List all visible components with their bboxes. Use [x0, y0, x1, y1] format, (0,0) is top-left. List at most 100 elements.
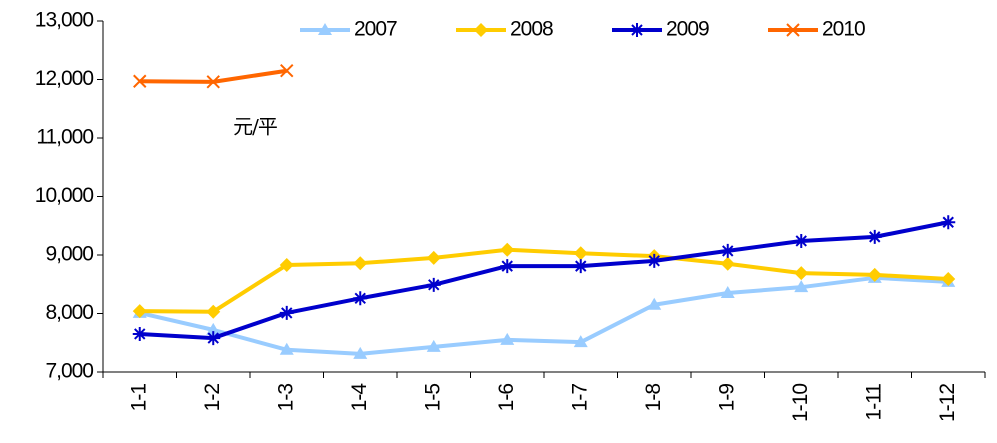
marker-shape: [941, 215, 956, 230]
x-tick-label: 1-9: [715, 384, 738, 412]
x-tick-label: 1-12: [936, 384, 959, 422]
marker: [426, 339, 441, 352]
marker-shape: [647, 297, 662, 310]
marker: [786, 23, 800, 37]
marker-shape: [132, 304, 147, 319]
series-line: [139, 247, 949, 314]
marker-shape: [794, 280, 809, 293]
x-tick-label: 1-11: [862, 384, 885, 421]
y-tick-label: 8,000: [45, 301, 93, 324]
y-tick-label: 11,000: [36, 126, 93, 149]
marker-shape: [206, 75, 220, 89]
marker-shape: [426, 250, 441, 265]
marker: [720, 256, 735, 271]
x-tick-label: 1-10: [789, 384, 812, 422]
marker-shape: [941, 271, 956, 286]
marker: [573, 259, 588, 274]
marker: [794, 280, 809, 293]
marker: [279, 305, 294, 320]
x-tick-label: 1-3: [274, 384, 297, 412]
marker: [280, 64, 294, 78]
y-tick-label: 7,000: [45, 360, 93, 383]
marker: [353, 291, 368, 306]
marker-shape: [500, 332, 515, 345]
marker-shape: [474, 23, 488, 37]
marker-shape: [786, 23, 800, 37]
marker-shape: [720, 256, 735, 271]
legend-label: 2010: [822, 18, 865, 41]
marker: [941, 215, 956, 230]
marker-shape: [630, 23, 644, 37]
legend-label: 2007: [354, 18, 397, 41]
marker: [206, 322, 221, 335]
marker: [573, 246, 588, 261]
marker: [318, 23, 332, 35]
marker-shape: [573, 246, 588, 261]
y-tick-label: 10,000: [35, 184, 94, 207]
marker: [474, 23, 488, 37]
marker: [647, 253, 662, 268]
marker: [132, 326, 147, 341]
marker-shape: [206, 331, 221, 346]
marker-shape: [573, 335, 588, 348]
series-line: [139, 220, 949, 341]
marker: [426, 250, 441, 265]
marker-shape: [353, 291, 368, 306]
x-tick-label: 1-4: [348, 383, 371, 412]
marker-shape: [279, 342, 294, 355]
marker-shape: [318, 23, 332, 35]
series-line: [139, 275, 949, 356]
x-tick-label: 1-6: [495, 384, 518, 412]
marker-shape: [500, 242, 515, 257]
marker-shape: [206, 304, 221, 319]
marker: [279, 257, 294, 272]
marker-shape: [720, 243, 735, 258]
marker: [279, 342, 294, 355]
x-tick-label: 1-7: [568, 384, 591, 412]
y-tick-label: 12,000: [35, 67, 94, 90]
marker-shape: [573, 259, 588, 274]
marker: [867, 229, 882, 244]
legend-label: 2009: [666, 18, 709, 41]
marker: [500, 259, 515, 274]
legend-label: 2008: [510, 18, 553, 41]
marker: [941, 271, 956, 286]
marker: [206, 331, 221, 346]
marker-shape: [720, 286, 735, 299]
marker-shape: [500, 259, 515, 274]
x-tick-label: 1-2: [201, 384, 224, 412]
marker-shape: [353, 346, 368, 359]
marker-shape: [353, 256, 368, 271]
marker-shape: [426, 339, 441, 352]
y-tick-label: 9,000: [45, 243, 93, 266]
marker: [133, 74, 147, 88]
marker: [206, 304, 221, 319]
marker-shape: [647, 253, 662, 268]
marker: [500, 242, 515, 257]
marker: [720, 243, 735, 258]
annotation: 元/平: [233, 115, 277, 139]
marker: [500, 332, 515, 345]
marker-shape: [133, 74, 147, 88]
marker: [794, 266, 809, 281]
marker-shape: [279, 305, 294, 320]
marker: [206, 75, 220, 89]
marker-shape: [867, 229, 882, 244]
x-tick-label: 1-5: [421, 384, 444, 412]
marker-shape: [206, 322, 221, 335]
series-line: [139, 68, 288, 84]
marker: [132, 304, 147, 319]
marker-shape: [794, 233, 809, 248]
marker: [720, 286, 735, 299]
x-tick-label: 1-8: [642, 384, 665, 412]
marker-shape: [132, 326, 147, 341]
x-tick-label: 1-1: [127, 384, 150, 412]
marker: [794, 233, 809, 248]
marker: [630, 23, 644, 37]
marker-shape: [794, 266, 809, 281]
marker-shape: [279, 257, 294, 272]
marker: [867, 267, 882, 282]
marker: [573, 335, 588, 348]
marker: [426, 277, 441, 292]
